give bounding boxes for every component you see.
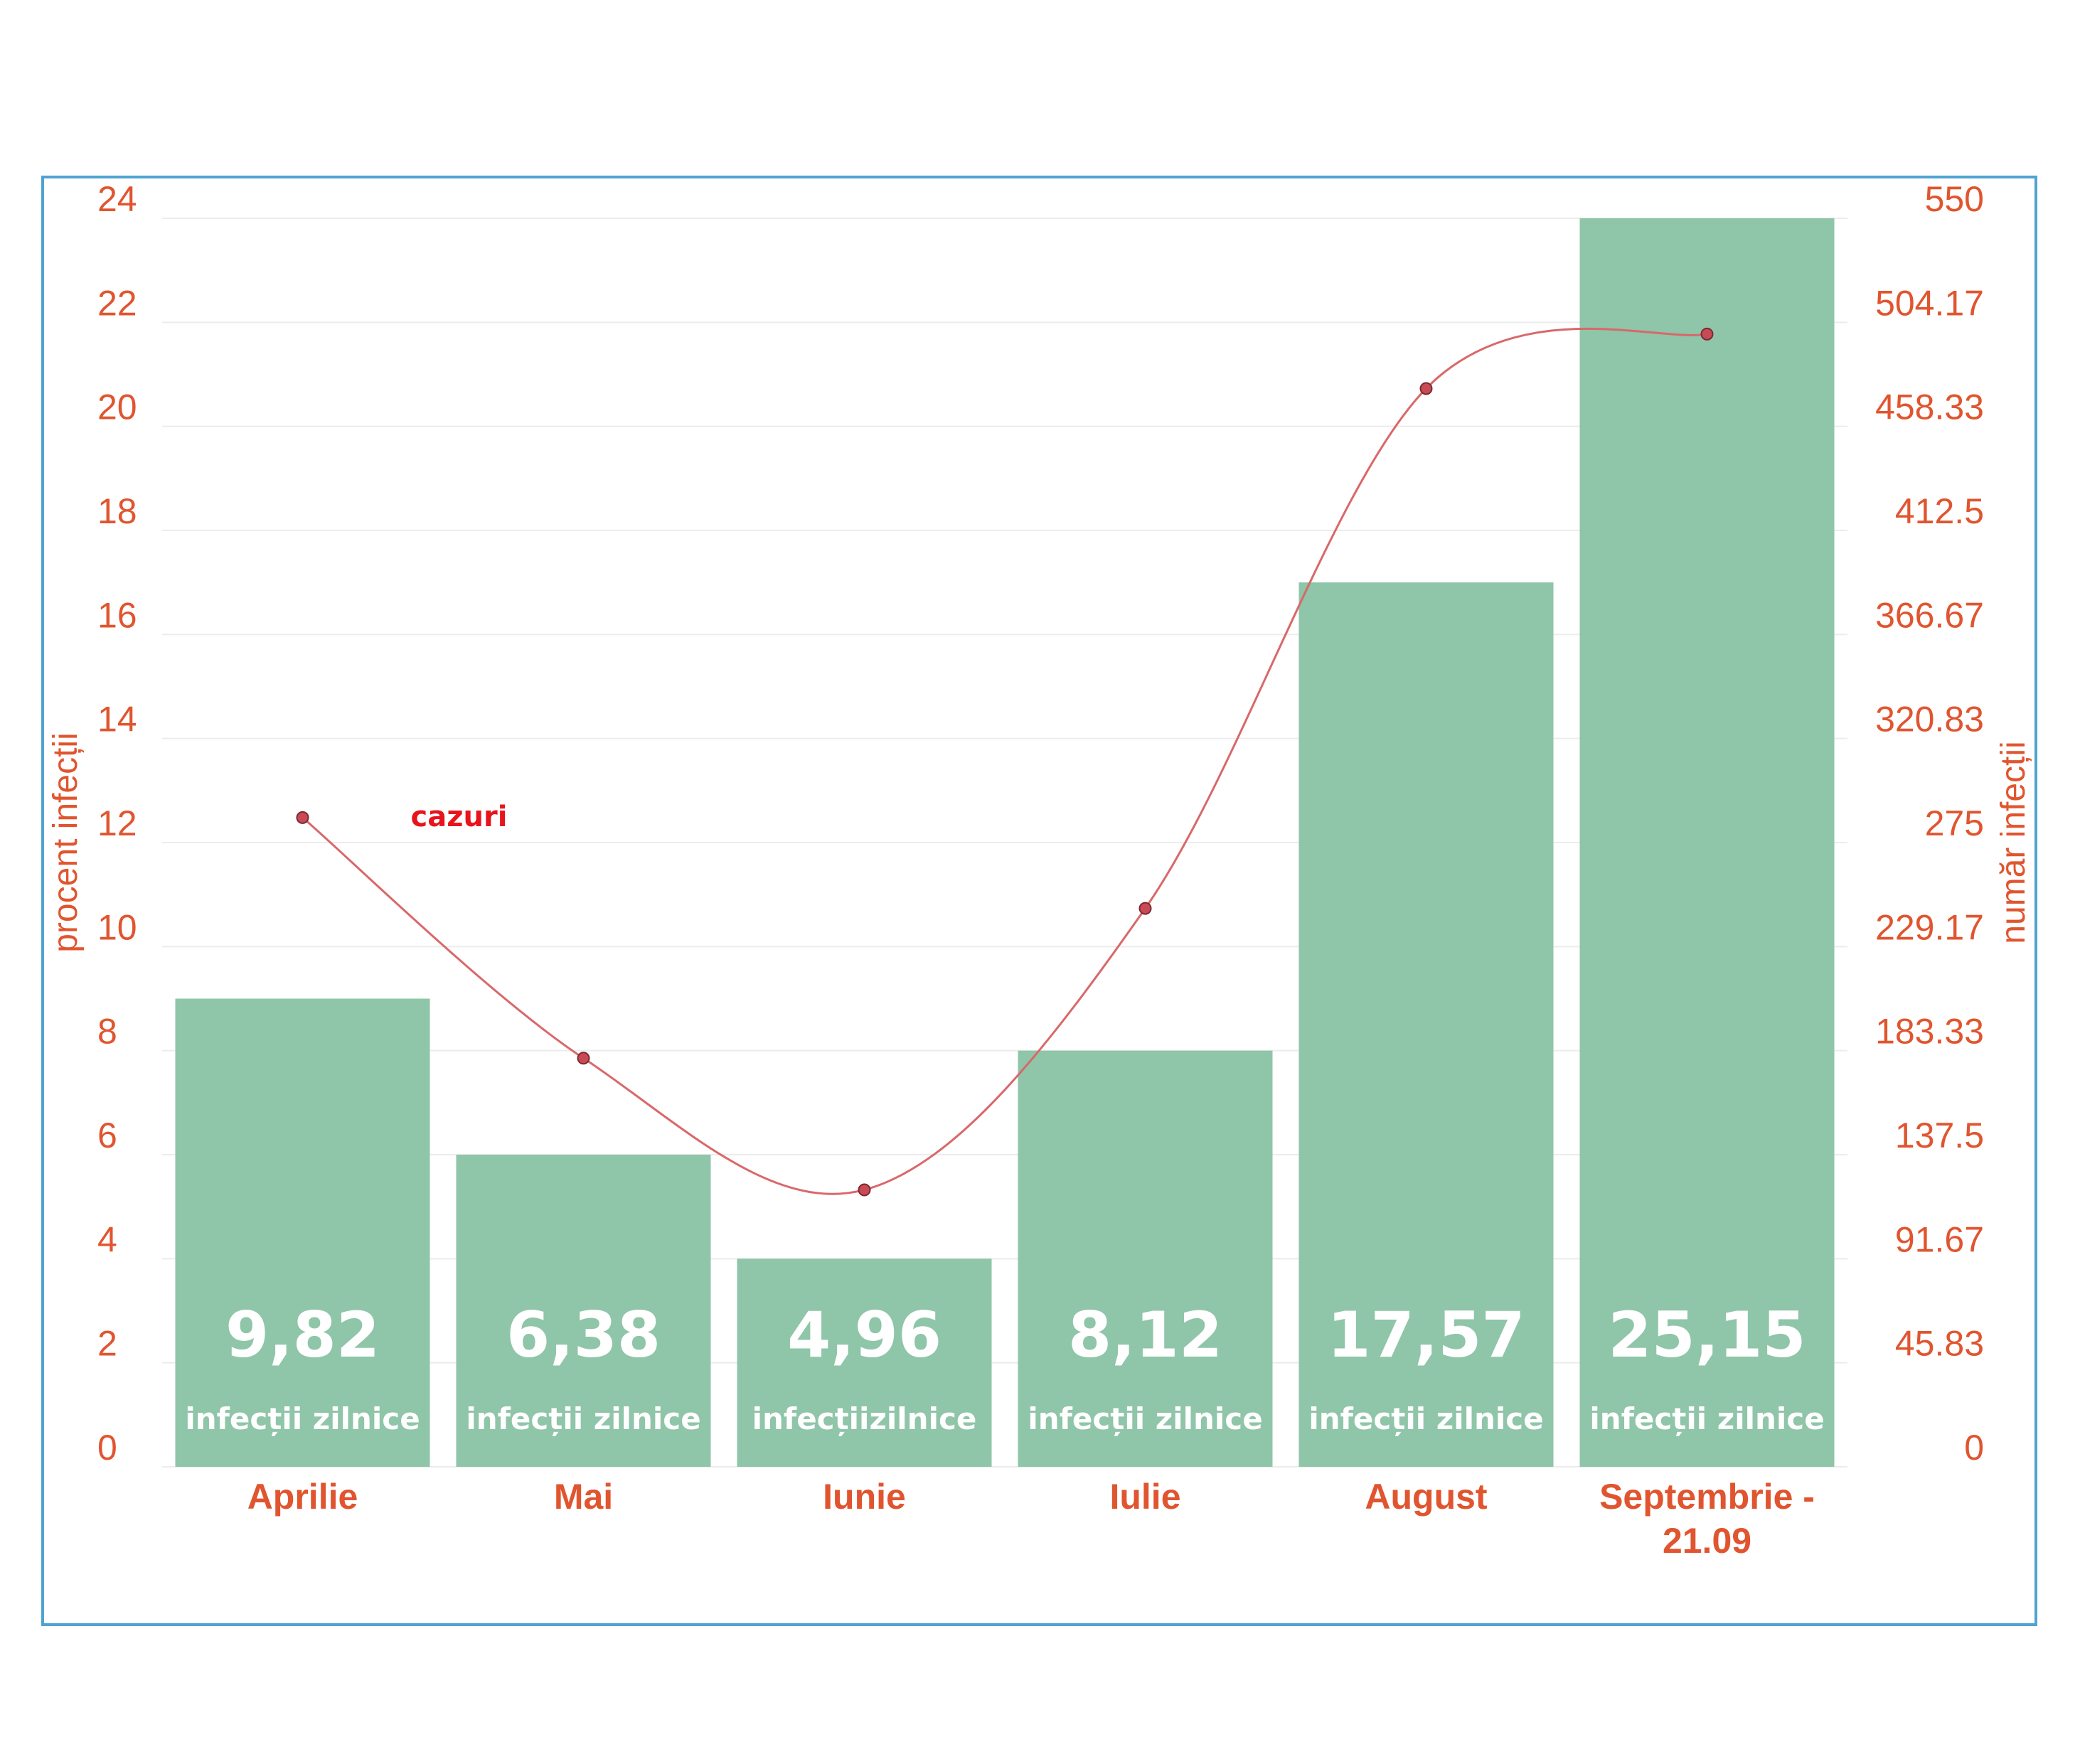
bar-value-label-0: 9,82: [225, 1298, 380, 1372]
right-tick-label-10: 458.33: [1875, 387, 1984, 427]
right-tick-label-8: 366.67: [1875, 595, 1984, 635]
left-tick-label-1: 2: [97, 1324, 117, 1364]
right-tick-label-1: 45.83: [1895, 1324, 1984, 1364]
left-tick-label-5: 10: [97, 907, 137, 947]
category-label-3: Iulie: [1109, 1477, 1180, 1517]
bar-3: [1018, 1050, 1273, 1467]
category-label-5-line2: 21.09: [1663, 1521, 1751, 1561]
bar-value-label-1: 6,38: [506, 1298, 661, 1372]
left-tick-label-7: 14: [97, 700, 137, 739]
category-label-0: Aprilie: [247, 1477, 358, 1517]
chart-frame: [41, 176, 2037, 1626]
left-axis-title: procent infecții: [47, 732, 85, 953]
bar-sub-label-5: infecții zilnice: [1589, 1401, 1824, 1437]
left-tick-label-6: 12: [97, 803, 137, 843]
category-label-4: August: [1365, 1477, 1488, 1517]
category-label-2: Iunie: [823, 1477, 906, 1517]
right-tick-label-0: 0: [1964, 1428, 1984, 1468]
left-tick-label-2: 4: [97, 1219, 117, 1259]
category-label-5: Septembrie -: [1599, 1477, 1815, 1517]
bar-sub-label-4: infecții zilnice: [1308, 1401, 1543, 1437]
right-tick-label-3: 137.5: [1895, 1116, 1984, 1155]
bar-sub-label-1: infecții zilnice: [466, 1401, 700, 1437]
bar-sub-label-2: infecțiizilnice: [752, 1401, 977, 1437]
series-label-cazuri: cazuri: [411, 801, 508, 833]
left-tick-label-10: 20: [97, 387, 137, 427]
line-point-1: [577, 1052, 590, 1065]
right-tick-label-2: 91.67: [1895, 1219, 1984, 1259]
line-point-0: [296, 811, 309, 824]
bar-sub-label-0: infecții zilnice: [185, 1401, 420, 1437]
bar-value-label-5: 25,15: [1608, 1298, 1806, 1372]
left-tick-label-3: 6: [97, 1116, 117, 1155]
bar-4: [1298, 582, 1554, 1467]
right-tick-label-12: 550: [1925, 179, 1984, 219]
bar-value-label-2: 4,96: [787, 1298, 942, 1372]
left-tick-label-0: 0: [97, 1428, 117, 1468]
bar-sub-label-3: infecții zilnice: [1028, 1401, 1262, 1437]
left-tick-label-4: 8: [97, 1012, 117, 1052]
line-cazuri: [302, 327, 1707, 1195]
line-point-5: [1700, 327, 1714, 341]
right-tick-label-4: 183.33: [1875, 1012, 1984, 1052]
left-tick-label-12: 24: [97, 179, 137, 219]
left-tick-label-9: 18: [97, 491, 137, 531]
right-tick-label-5: 229.17: [1875, 907, 1984, 947]
line-point-3: [1138, 902, 1152, 915]
right-tick-label-7: 320.83: [1875, 700, 1984, 739]
category-label-1: Mai: [554, 1477, 613, 1517]
bar-5: [1579, 218, 1835, 1467]
right-tick-label-11: 504.17: [1875, 283, 1984, 323]
right-tick-label-9: 412.5: [1895, 491, 1984, 531]
right-tick-label-6: 275: [1925, 803, 1984, 843]
right-axis-title: număr infecții: [1995, 741, 2032, 944]
line-point-4: [1419, 382, 1433, 395]
left-tick-label-8: 16: [97, 595, 137, 635]
bar-1: [456, 1155, 711, 1467]
left-tick-label-11: 22: [97, 283, 137, 323]
line-point-2: [858, 1183, 871, 1197]
bar-0: [175, 998, 430, 1467]
bar-value-label-3: 8,12: [1068, 1298, 1222, 1372]
bar-value-label-4: 17,57: [1327, 1298, 1525, 1372]
bar-2: [737, 1258, 992, 1467]
